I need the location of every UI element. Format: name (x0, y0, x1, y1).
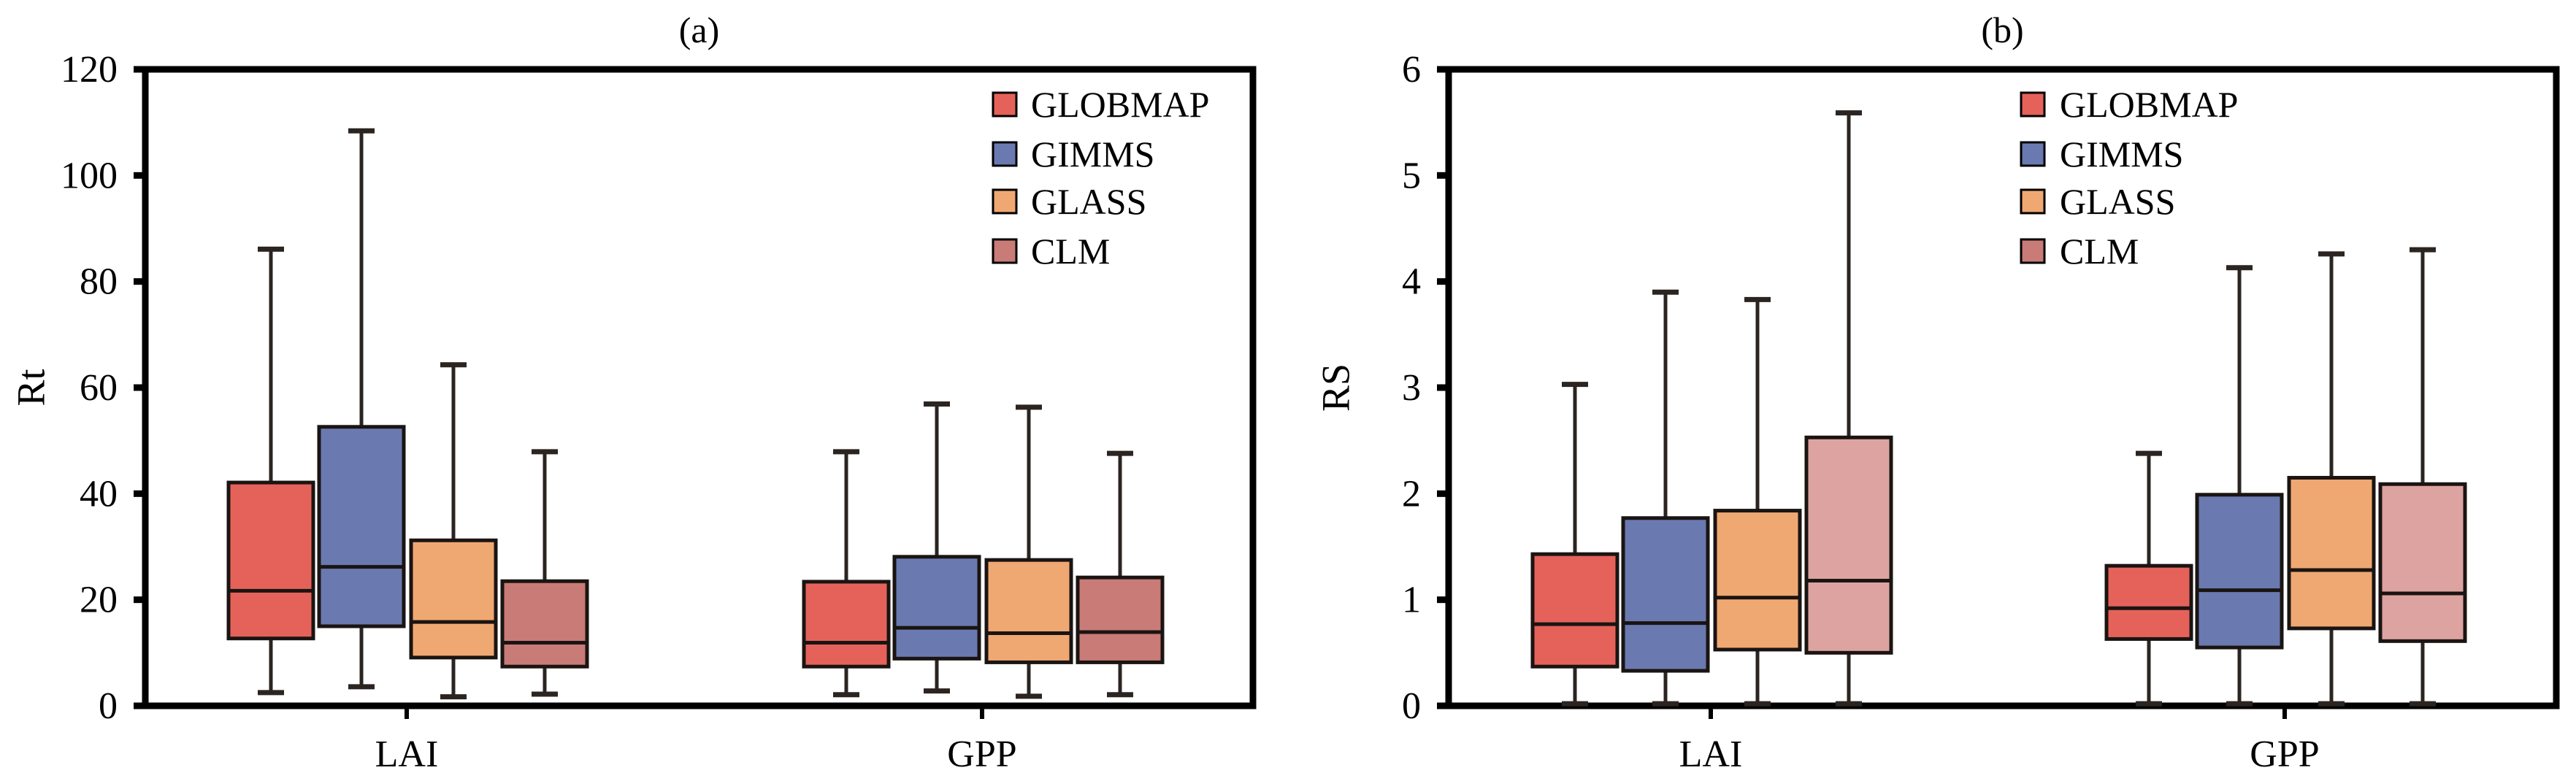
box-glass-gpp (2287, 251, 2376, 707)
iqr-box (226, 480, 315, 641)
box-gimms-gpp (892, 401, 981, 694)
box-globmap-gpp (2104, 450, 2193, 707)
y-tick-label: 100 (61, 155, 118, 196)
iqr-box (1530, 552, 1619, 669)
iqr-box (2378, 482, 2467, 643)
legend-item: GIMMS (992, 134, 1154, 174)
panel-b: (b) RS 0 1 2 3 4 5 6 LAI GPP GLOBMAP GIMMS GLASS CLM (1314, 9, 2560, 775)
iqr-box (317, 425, 406, 628)
y-tick-label: 2 (1402, 473, 1421, 515)
legend-label: CLM (2060, 231, 2139, 272)
y-tick-label: 20 (80, 580, 118, 621)
legend-label: GLOBMAP (1031, 84, 1209, 125)
legend-swatch (992, 91, 1018, 118)
y-tick-label: 0 (99, 685, 118, 727)
box-glass-gpp (984, 404, 1073, 699)
iqr-box (1076, 575, 1165, 664)
legend-label: GLASS (2060, 181, 2175, 222)
y-tick-label: 6 (1402, 49, 1421, 91)
legend-label: CLM (1031, 231, 1110, 272)
y-tick-label: 60 (80, 367, 118, 409)
box-glass-lai (409, 362, 498, 700)
iqr-box (2104, 563, 2193, 641)
y-tick-label: 40 (80, 473, 118, 515)
legend-swatch (992, 141, 1018, 167)
box-clm-lai (1804, 110, 1893, 707)
box-clm-gpp (1076, 450, 1165, 698)
x-tick-label: LAI (1679, 734, 1743, 775)
box-globmap-lai (1530, 382, 1619, 707)
legend-label: GLASS (1031, 181, 1146, 222)
legend-item: CLM (2020, 231, 2139, 272)
legend-label: GLOBMAP (2060, 84, 2238, 125)
box-gimms-gpp (2195, 265, 2284, 707)
x-tick-label: GPP (2250, 734, 2319, 775)
y-tick-label: 80 (80, 261, 118, 303)
iqr-box (2287, 476, 2376, 631)
panel-title: (b) (1981, 9, 2023, 50)
y-tick-label: 5 (1402, 155, 1421, 196)
legend-label: GIMMS (2060, 134, 2183, 174)
legend-item: GLOBMAP (2020, 84, 2238, 125)
legend-swatch (2020, 141, 2046, 167)
x-tick-label: GPP (947, 734, 1016, 775)
iqr-box (409, 538, 498, 660)
legend-item: GLASS (992, 181, 1146, 222)
x-tick-label: LAI (375, 734, 439, 775)
iqr-box (1621, 516, 1710, 673)
box-clm-gpp (2378, 247, 2467, 707)
iqr-box (802, 580, 891, 669)
y-tick-label: 3 (1402, 367, 1421, 409)
legend-item: GIMMS (2020, 134, 2183, 174)
box-glass-lai (1713, 296, 1802, 707)
y-axis-label: RS (1314, 363, 1357, 412)
y-axis-label: Rt (9, 369, 53, 406)
box-gimms-lai (1621, 289, 1710, 707)
legend-swatch (992, 188, 1018, 215)
legend: GLOBMAP GIMMS GLASS CLM (2020, 84, 2238, 272)
box-clm-lai (500, 449, 589, 697)
legend-item: GLOBMAP (992, 84, 1209, 125)
iqr-box (1713, 509, 1802, 652)
y-tick-label: 0 (1402, 685, 1421, 727)
iqr-box (892, 555, 981, 661)
legend-label: GIMMS (1031, 134, 1154, 174)
legend-item: CLM (992, 231, 1110, 272)
legend-item: GLASS (2020, 181, 2175, 222)
iqr-box (1804, 435, 1893, 655)
y-tick-label: 120 (61, 49, 118, 91)
y-tick-label: 4 (1402, 261, 1421, 303)
y-tick-label: 1 (1402, 580, 1421, 621)
iqr-box (2195, 493, 2284, 650)
box-globmap-gpp (802, 449, 891, 698)
legend-swatch (2020, 238, 2046, 264)
panel-title: (a) (679, 9, 720, 50)
iqr-box (500, 579, 589, 669)
legend: GLOBMAP GIMMS GLASS CLM (992, 84, 1209, 272)
legend-swatch (992, 238, 1018, 264)
iqr-box (984, 558, 1073, 664)
box-gimms-lai (317, 128, 406, 690)
legend-swatch (2020, 91, 2046, 118)
legend-swatch (2020, 188, 2046, 215)
box-globmap-lai (226, 246, 315, 696)
